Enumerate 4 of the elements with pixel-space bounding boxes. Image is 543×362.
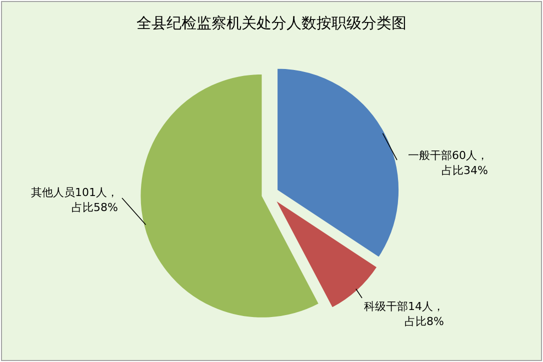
chart-title: 全县纪检监察机关处分人数按职级分类图 xyxy=(136,14,408,33)
slice-label: 一般干部60人，占比34% xyxy=(407,148,488,178)
slice-label: 科级干部14人，占比8% xyxy=(363,299,444,329)
slice-label: 其他人员101人，占比58% xyxy=(30,185,118,215)
